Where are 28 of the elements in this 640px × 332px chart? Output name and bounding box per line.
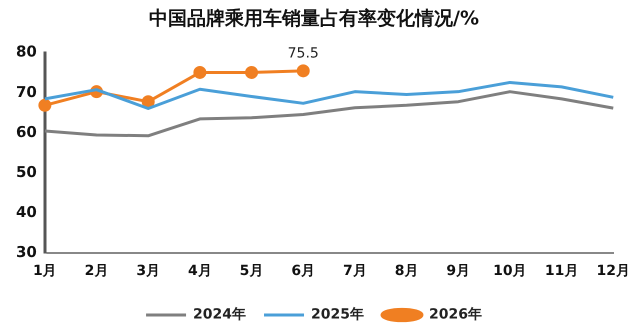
x-tick-label: 7月 (343, 263, 367, 280)
x-tick-label: 9月 (446, 263, 470, 280)
x-tick-label: 11月 (544, 263, 578, 280)
y-tick-label: 40 (16, 203, 37, 222)
x-tick-label: 12月 (596, 263, 630, 280)
x-tick-label: 8月 (394, 263, 418, 280)
point (296, 64, 310, 78)
point (38, 98, 52, 112)
y-tick-label: 70 (16, 82, 37, 101)
legend-label: 2026年 (428, 306, 482, 323)
point (193, 66, 206, 79)
x-tick-label: 3月 (136, 263, 160, 280)
x-tick-label: 2月 (84, 263, 108, 280)
chart-title: 中国品牌乘用车销量占有率变化情况/% (149, 7, 479, 30)
y-tick-label: 60 (16, 122, 37, 141)
y-tick-label: 30 (16, 243, 37, 262)
x-tick-label: 10月 (493, 263, 527, 280)
legend-label: 2025年 (311, 306, 364, 323)
y-tick-label: 80 (16, 42, 37, 61)
point (142, 95, 155, 108)
point (245, 66, 258, 79)
x-tick-label: 1月 (33, 263, 57, 280)
legend-label: 2024年 (193, 306, 246, 323)
x-tick-label: 5月 (240, 263, 264, 280)
y-tick-label: 50 (16, 162, 37, 181)
data-label: 75.5 (288, 45, 319, 62)
x-tick-label: 4月 (188, 263, 212, 280)
x-tick-label: 6月 (291, 263, 316, 280)
